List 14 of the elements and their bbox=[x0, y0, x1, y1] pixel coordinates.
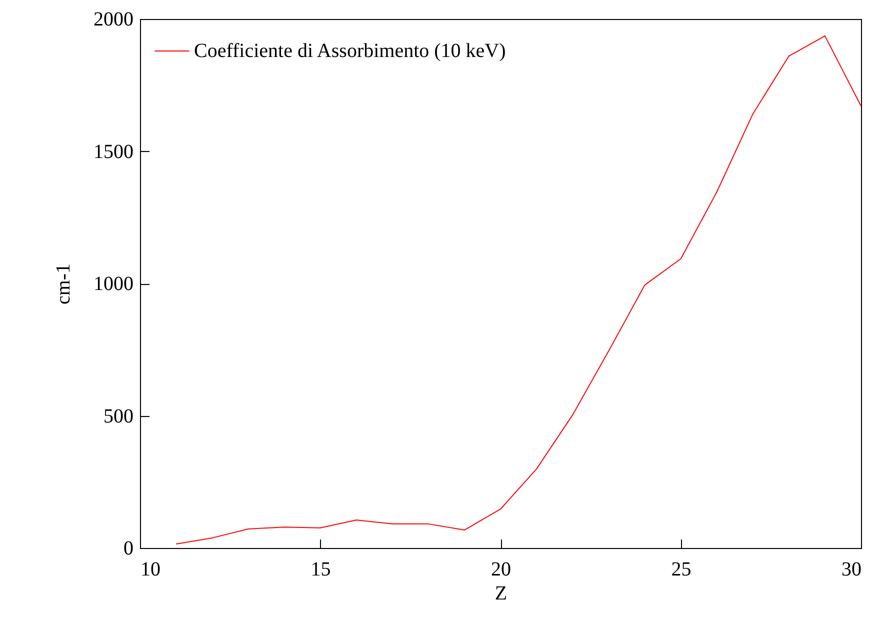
x-tick-label: 25 bbox=[671, 558, 692, 580]
x-tick-label: 20 bbox=[491, 558, 511, 580]
x-axis-title: Z bbox=[494, 582, 508, 604]
y-tick-label: 1500 bbox=[94, 140, 134, 163]
y-tick-label: 0 bbox=[124, 538, 134, 560]
y-tick-label: 1000 bbox=[94, 273, 134, 295]
y-tick-label: 500 bbox=[104, 405, 134, 428]
y-axis-title: cm-1 bbox=[52, 263, 74, 305]
y-tick-label: 2000 bbox=[94, 8, 134, 30]
x-tick-label: 10 bbox=[140, 558, 160, 580]
x-tick-label: 30 bbox=[842, 558, 862, 580]
legend-label: Coefficiente di Assorbimento (10 keV) bbox=[194, 40, 506, 62]
x-tick-label: 15 bbox=[310, 558, 331, 580]
line-series bbox=[176, 35, 862, 545]
